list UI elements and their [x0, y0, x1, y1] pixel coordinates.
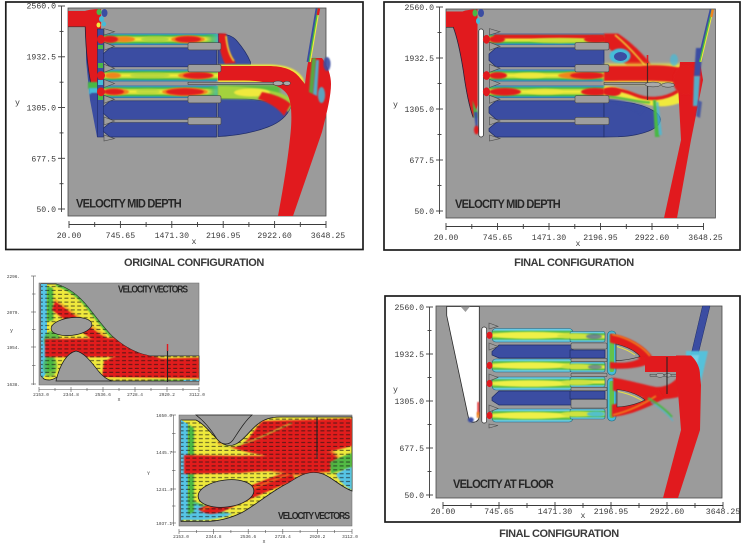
svg-text:2196.95: 2196.95	[206, 232, 240, 241]
svg-text:1650.0: 1650.0	[156, 414, 172, 419]
svg-text:1638.: 1638.	[7, 383, 20, 388]
svg-text:2560.0: 2560.0	[27, 3, 57, 12]
svg-text:VELOCITY MID DEPTH: VELOCITY MID DEPTH	[76, 199, 181, 211]
svg-text:1241.4: 1241.4	[156, 488, 172, 493]
svg-text:2153.0: 2153.0	[173, 535, 189, 540]
svg-text:745.65: 745.65	[483, 234, 513, 243]
svg-text:677.5: 677.5	[31, 155, 56, 164]
svg-text:677.5: 677.5	[399, 445, 424, 454]
svg-text:1305.0: 1305.0	[27, 105, 57, 114]
svg-text:745.65: 745.65	[106, 232, 136, 241]
svg-text:2079.: 2079.	[7, 311, 20, 316]
svg-text:2920.2: 2920.2	[309, 535, 325, 540]
svg-text:2196.95: 2196.95	[594, 508, 628, 517]
svg-text:y: y	[10, 328, 13, 334]
svg-text:1932.5: 1932.5	[395, 351, 425, 360]
svg-text:ORIGINAL CONFIGURATION: ORIGINAL CONFIGURATION	[124, 257, 264, 269]
svg-text:x: x	[576, 240, 581, 249]
svg-text:1305.0: 1305.0	[395, 398, 425, 407]
svg-text:FINAL CONFIGURATION: FINAL CONFIGURATION	[514, 257, 634, 269]
svg-text:2153.0: 2153.0	[33, 393, 49, 398]
svg-text:2536.6: 2536.6	[95, 393, 111, 398]
svg-text:VELOCITY VECTORS: VELOCITY VECTORS	[278, 511, 350, 522]
svg-text:1305.0: 1305.0	[405, 106, 435, 115]
svg-text:20.00: 20.00	[57, 232, 82, 241]
svg-text:x: x	[192, 238, 197, 247]
svg-text:VELOCITY MID DEPTH: VELOCITY MID DEPTH	[455, 199, 560, 211]
svg-text:Y: Y	[147, 471, 150, 477]
svg-text:VELOCITY VECTORS: VELOCITY VECTORS	[118, 285, 188, 296]
svg-text:2728.4: 2728.4	[127, 393, 143, 398]
svg-text:3648.25: 3648.25	[311, 232, 345, 241]
svg-text:x: x	[581, 512, 586, 521]
svg-text:1445.7: 1445.7	[156, 451, 172, 456]
svg-text:745.65: 745.65	[484, 508, 514, 517]
svg-text:x: x	[262, 539, 265, 545]
svg-text:3112.0: 3112.0	[189, 393, 205, 398]
svg-text:y: y	[393, 386, 398, 395]
svg-text:y: y	[15, 99, 20, 108]
svg-text:1932.5: 1932.5	[27, 53, 57, 62]
svg-text:FINAL CONFIGURATION: FINAL CONFIGURATION	[499, 528, 619, 540]
svg-text:2728.4: 2728.4	[275, 535, 291, 540]
svg-text:50.0: 50.0	[404, 492, 424, 501]
svg-text:2922.60: 2922.60	[650, 508, 684, 517]
svg-text:2296.: 2296.	[7, 275, 20, 280]
svg-text:1954.: 1954.	[7, 346, 20, 351]
svg-text:677.5: 677.5	[409, 157, 434, 166]
svg-text:VELOCITY AT FLOOR: VELOCITY AT FLOOR	[453, 479, 554, 491]
svg-text:20.00: 20.00	[431, 508, 456, 517]
svg-text:2344.8: 2344.8	[63, 393, 79, 398]
svg-text:2560.0: 2560.0	[395, 304, 425, 313]
svg-text:y: y	[393, 101, 398, 110]
svg-text:50.0: 50.0	[36, 206, 56, 215]
svg-text:2920.2: 2920.2	[159, 393, 175, 398]
svg-text:2196.95: 2196.95	[583, 234, 617, 243]
svg-text:1932.5: 1932.5	[405, 55, 435, 64]
svg-text:1471.30: 1471.30	[538, 508, 572, 517]
svg-text:2536.6: 2536.6	[240, 535, 256, 540]
svg-text:3648.25: 3648.25	[688, 234, 722, 243]
svg-text:1037.1: 1037.1	[156, 522, 172, 527]
svg-text:1471.30: 1471.30	[155, 232, 189, 241]
svg-text:2922.60: 2922.60	[635, 234, 669, 243]
svg-text:50.0: 50.0	[414, 208, 434, 217]
svg-text:3648.25: 3648.25	[706, 508, 740, 517]
svg-text:2560.0: 2560.0	[405, 4, 435, 13]
svg-text:2922.60: 2922.60	[257, 232, 291, 241]
svg-text:20.00: 20.00	[434, 234, 459, 243]
svg-text:1471.30: 1471.30	[532, 234, 566, 243]
svg-text:3112.0: 3112.0	[342, 535, 358, 540]
svg-text:2344.8: 2344.8	[206, 535, 222, 540]
svg-text:x: x	[117, 397, 120, 403]
